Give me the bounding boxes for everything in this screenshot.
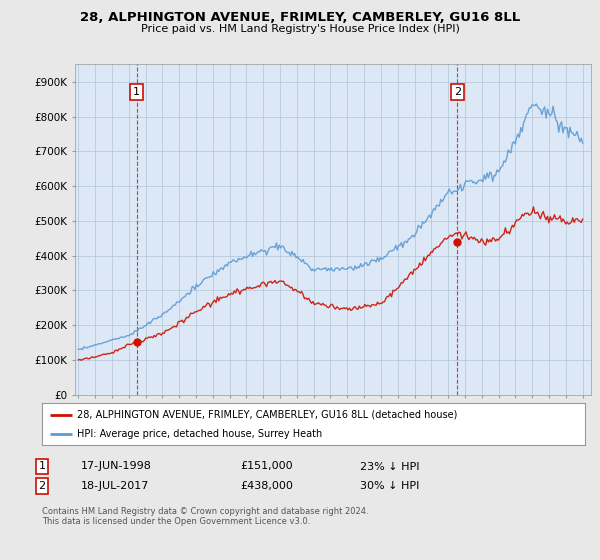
Text: 30% ↓ HPI: 30% ↓ HPI [360, 481, 419, 491]
Point [452, 238, 462, 247]
Text: £151,000: £151,000 [240, 461, 293, 472]
Text: 23% ↓ HPI: 23% ↓ HPI [360, 461, 419, 472]
Text: 2: 2 [454, 87, 461, 97]
Text: Contains HM Land Registry data © Crown copyright and database right 2024.
This d: Contains HM Land Registry data © Crown c… [42, 507, 368, 526]
Text: 2: 2 [38, 481, 46, 491]
Text: 28, ALPHINGTON AVENUE, FRIMLEY, CAMBERLEY, GU16 8LL (detached house): 28, ALPHINGTON AVENUE, FRIMLEY, CAMBERLE… [77, 409, 458, 419]
Point [132, 338, 142, 347]
Text: Price paid vs. HM Land Registry's House Price Index (HPI): Price paid vs. HM Land Registry's House … [140, 24, 460, 34]
Text: 17-JUN-1998: 17-JUN-1998 [81, 461, 152, 472]
Text: 28, ALPHINGTON AVENUE, FRIMLEY, CAMBERLEY, GU16 8LL: 28, ALPHINGTON AVENUE, FRIMLEY, CAMBERLE… [80, 11, 520, 24]
Text: 1: 1 [133, 87, 140, 97]
Text: 18-JUL-2017: 18-JUL-2017 [81, 481, 149, 491]
Text: 1: 1 [38, 461, 46, 472]
Text: HPI: Average price, detached house, Surrey Heath: HPI: Average price, detached house, Surr… [77, 429, 323, 439]
Text: £438,000: £438,000 [240, 481, 293, 491]
